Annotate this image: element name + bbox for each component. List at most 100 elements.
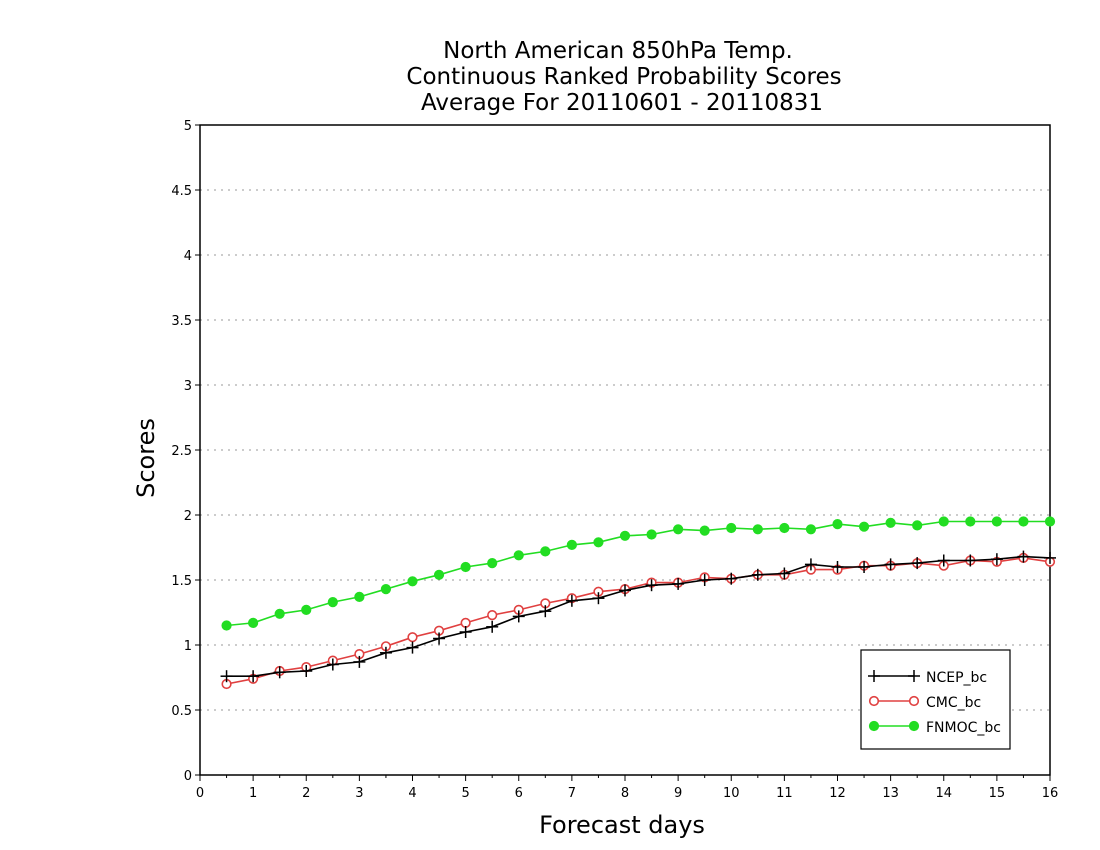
y-axis-ticks: 0 0.5 1 1.5 2 2.5 3 3.5 4 4.5 5 [171,119,200,784]
data-point-plus [884,558,897,571]
y-tick-label: 2.5 [171,444,192,459]
data-point-plus [1017,550,1030,563]
data-point-plus [868,670,880,682]
y-tick-label: 1 [184,639,192,654]
data-point-filled-circle [908,720,920,732]
data-point-open-circle [868,695,880,707]
legend-swatch-cmc-bc [868,695,920,707]
data-point-filled-circle [354,591,365,603]
data-point-filled-circle [699,525,710,536]
y-tick-label: 3.5 [171,314,192,329]
x-tick-label: 14 [935,786,952,801]
x-tick-label: 4 [408,786,416,801]
data-point-plus [858,561,871,573]
x-tick-label: 5 [461,786,469,801]
y-tick-label: 0.5 [171,704,192,719]
x-tick-label: 16 [1042,786,1059,801]
series-lines [220,516,1056,690]
data-point-plus [672,577,685,590]
data-point-filled-circle [248,617,259,629]
data-point-filled-circle [858,521,870,532]
data-point-open-circle [407,632,418,643]
data-point-plus [539,605,552,618]
data-point-plus [831,561,844,573]
data-point-filled-circle [991,516,1002,527]
data-point-plus [273,666,286,679]
x-tick-label: 2 [302,786,310,801]
legend-swatches [868,670,920,732]
data-point-plus [990,553,1003,566]
data-point-filled-circle [566,539,577,551]
data-point-plus [459,626,472,638]
data-point-plus [937,554,950,567]
data-point-plus [433,632,446,645]
data-point-filled-circle [619,530,631,541]
data-point-filled-circle [407,576,418,587]
data-point-open-circle [908,695,920,707]
data-point-plus [908,670,920,682]
data-point-plus [592,592,605,605]
x-tick-label: 13 [882,786,899,801]
data-point-filled-circle [540,546,551,557]
data-point-plus [804,558,817,571]
legend: NCEP_bc CMC_bc FNMOC_bc [860,649,1011,750]
data-point-filled-circle [673,524,684,535]
x-axis-label: Forecast days [539,811,705,839]
data-point-plus [725,572,738,585]
data-point-plus [698,574,711,586]
data-point-open-circle [460,617,471,629]
x-tick-label: 12 [829,786,846,801]
series-line [226,520,1050,627]
data-point-filled-circle [965,516,976,527]
chart-title: North American 850hPa Temp. Continuous R… [406,38,841,116]
data-point-filled-circle [301,604,312,616]
legend-label-cmc: CMC_bc [926,695,981,711]
data-point-filled-circle [912,520,923,531]
x-tick-label: 11 [776,786,793,801]
data-point-filled-circle [460,561,471,573]
legend-swatch-fnmoc-bc [868,720,920,732]
x-tick-label: 15 [989,786,1006,801]
data-point-plus [512,610,525,623]
data-point-plus [964,554,977,567]
data-point-filled-circle [805,524,817,535]
y-gridlines [200,189,1050,711]
data-point-plus [247,670,260,683]
data-point-plus [565,594,578,607]
x-tick-label: 3 [355,786,363,801]
y-tick-label: 4 [184,249,192,264]
data-point-filled-circle [327,597,338,608]
x-tick-label: 8 [621,786,629,801]
data-point-plus [379,646,392,659]
y-tick-label: 1.5 [171,574,192,589]
x-tick-label: 1 [249,786,257,801]
data-point-filled-circle [274,608,285,619]
x-tick-label: 10 [723,786,740,801]
chart-title-line-2: Continuous Ranked Probability Scores [406,64,841,90]
data-point-filled-circle [779,522,790,534]
data-point-filled-circle [513,550,524,561]
y-tick-label: 5 [184,119,192,134]
series-ncep-bc [220,550,1056,683]
data-point-plus [406,641,419,654]
data-point-filled-circle [646,529,657,540]
data-point-plus [619,584,631,597]
data-point-filled-circle [1044,516,1056,527]
data-point-filled-circle [221,620,232,631]
data-point-filled-circle [487,558,498,569]
legend-swatch-ncep-bc [868,670,920,682]
data-point-filled-circle [726,522,737,534]
legend-label-ncep: NCEP_bc [926,670,987,686]
y-axis-label: Scores [132,418,160,498]
data-point-plus [326,658,339,671]
data-point-plus [486,620,499,633]
x-tick-label: 0 [196,786,204,801]
data-point-plus [220,670,233,683]
data-point-plus [645,579,658,592]
data-point-filled-circle [380,584,392,595]
x-tick-label: 6 [515,786,523,801]
y-tick-label: 2 [184,509,192,524]
legend-box [860,649,1011,750]
data-point-filled-circle [832,519,843,530]
data-point-plus [751,568,764,581]
